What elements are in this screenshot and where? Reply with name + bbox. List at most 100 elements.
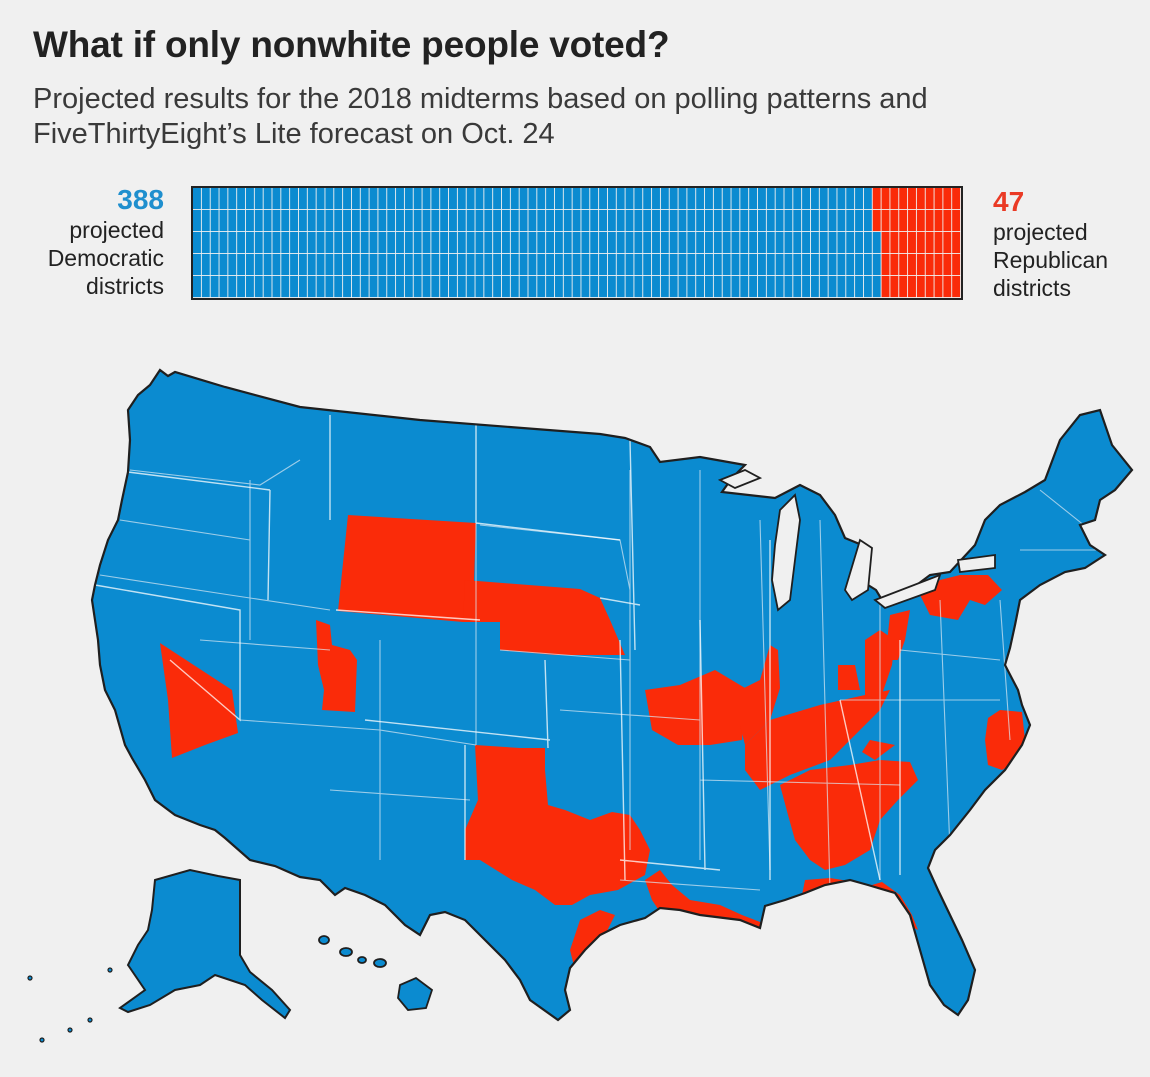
waffle-cell bbox=[351, 188, 360, 210]
waffle-cell bbox=[572, 188, 581, 210]
waffle-cell bbox=[457, 254, 466, 276]
waffle-cell bbox=[272, 188, 281, 210]
waffle-cell bbox=[705, 210, 713, 232]
waffle-cell bbox=[819, 210, 828, 232]
waffle-cell bbox=[466, 210, 475, 232]
district-waffle-chart bbox=[191, 186, 963, 300]
waffle-cell bbox=[404, 188, 413, 210]
waffle-cell bbox=[281, 188, 290, 210]
waffle-cell bbox=[925, 254, 934, 276]
waffle-cell bbox=[687, 232, 696, 254]
waffle-cell bbox=[281, 232, 290, 254]
waffle-cell bbox=[722, 232, 731, 254]
waffle-cell bbox=[360, 232, 369, 254]
waffle-cell bbox=[899, 276, 908, 298]
waffle-cell bbox=[493, 210, 502, 232]
waffle-cell bbox=[510, 232, 519, 254]
waffle-cell bbox=[449, 188, 457, 210]
republican-regions bbox=[160, 515, 1025, 975]
waffle-cell bbox=[890, 254, 899, 276]
waffle-cell bbox=[201, 232, 210, 254]
waffle-cell bbox=[934, 210, 943, 232]
waffle-cell bbox=[307, 276, 316, 298]
chart-subtitle: Projected results for the 2018 midterms … bbox=[33, 83, 928, 150]
waffle-cell bbox=[590, 232, 599, 254]
waffle-cell bbox=[837, 232, 846, 254]
waffle-cell bbox=[334, 276, 343, 298]
waffle-cell bbox=[890, 276, 899, 298]
waffle-cell bbox=[193, 254, 201, 276]
waffle-cell bbox=[872, 188, 881, 210]
waffle-cell bbox=[890, 210, 899, 232]
waffle-cell bbox=[810, 188, 819, 210]
waffle-cell bbox=[290, 254, 299, 276]
waffle-cell bbox=[201, 276, 210, 298]
waffle-cell bbox=[731, 254, 740, 276]
waffle-cell bbox=[281, 254, 290, 276]
waffle-cell bbox=[925, 188, 934, 210]
waffle-cell bbox=[572, 210, 581, 232]
waffle-cell bbox=[837, 210, 846, 232]
waffle-cell bbox=[378, 254, 387, 276]
waffle-cell bbox=[863, 276, 872, 298]
waffle-cell bbox=[713, 276, 722, 298]
waffle-cell bbox=[316, 210, 325, 232]
waffle-cell bbox=[607, 254, 616, 276]
waffle-cell bbox=[908, 210, 916, 232]
waffle-cell bbox=[351, 254, 360, 276]
waffle-cell bbox=[290, 232, 299, 254]
waffle-cell bbox=[219, 276, 228, 298]
waffle-cell bbox=[881, 254, 890, 276]
waffle-cell bbox=[563, 276, 572, 298]
waffle-cell bbox=[775, 188, 784, 210]
waffle-cell bbox=[810, 232, 819, 254]
waffle-cell bbox=[228, 276, 237, 298]
waffle-cell bbox=[899, 210, 908, 232]
waffle-cell bbox=[387, 210, 396, 232]
waffle-cell bbox=[916, 276, 925, 298]
waffle-cell bbox=[696, 188, 705, 210]
waffle-cell bbox=[678, 232, 687, 254]
waffle-cell bbox=[802, 188, 811, 210]
waffle-cell bbox=[396, 276, 404, 298]
waffle-cell bbox=[422, 254, 431, 276]
waffle-cell bbox=[351, 210, 360, 232]
waffle-cell bbox=[625, 254, 634, 276]
waffle-cell bbox=[201, 210, 210, 232]
waffle-cell bbox=[245, 232, 254, 254]
waffle-cell bbox=[484, 210, 493, 232]
waffle-cell bbox=[519, 276, 528, 298]
waffle-cell bbox=[193, 232, 201, 254]
waffle-cell bbox=[581, 210, 590, 232]
waffle-cell bbox=[387, 254, 396, 276]
waffle-cell bbox=[669, 254, 678, 276]
waffle-cell bbox=[254, 276, 263, 298]
waffle-cell bbox=[590, 210, 599, 232]
waffle-cell bbox=[369, 254, 378, 276]
waffle-cell bbox=[660, 276, 669, 298]
waffle-cell bbox=[546, 254, 555, 276]
waffle-cell bbox=[802, 232, 811, 254]
waffle-cell bbox=[484, 188, 493, 210]
waffle-cell bbox=[281, 276, 290, 298]
waffle-cell bbox=[237, 254, 246, 276]
waffle-cell bbox=[846, 254, 855, 276]
waffle-cell bbox=[678, 276, 687, 298]
waffle-cell bbox=[855, 210, 863, 232]
waffle-cell bbox=[757, 188, 766, 210]
waffle-cell bbox=[705, 232, 713, 254]
waffle-cell bbox=[519, 254, 528, 276]
waffle-cell bbox=[625, 188, 634, 210]
waffle-cell bbox=[298, 232, 307, 254]
waffle-cell bbox=[378, 276, 387, 298]
waffle-cell bbox=[784, 188, 793, 210]
waffle-cell bbox=[475, 210, 484, 232]
waffle-cell bbox=[307, 232, 316, 254]
waffle-cell bbox=[740, 232, 749, 254]
waffle-cell bbox=[413, 276, 422, 298]
waffle-cell bbox=[351, 232, 360, 254]
waffle-cell bbox=[193, 210, 201, 232]
waffle-cell bbox=[334, 210, 343, 232]
waffle-cell bbox=[422, 210, 431, 232]
waffle-cell bbox=[634, 254, 643, 276]
